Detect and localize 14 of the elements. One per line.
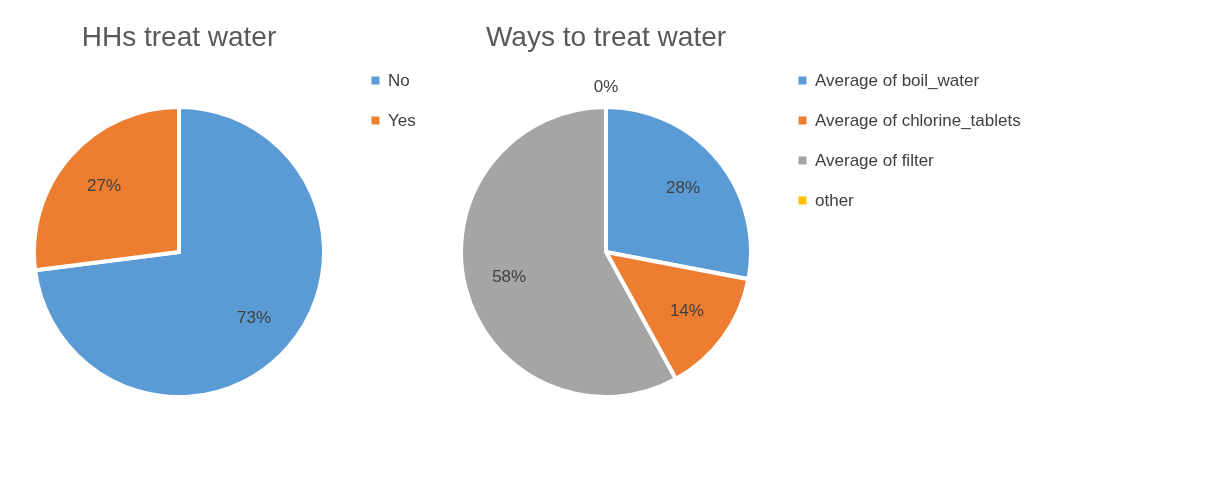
legend-label: Yes (388, 110, 416, 130)
data-label: 73% (237, 308, 272, 328)
legend-label: Average of chlorine_tablets (815, 110, 1021, 130)
data-label: 27% (86, 175, 121, 195)
legend-label: Average of filter (815, 150, 935, 170)
legend-label: other (815, 190, 855, 210)
legend-label: Average of boil_water (815, 70, 980, 90)
data-label: 14% (669, 300, 704, 320)
data-label: 58% (492, 266, 527, 286)
chart-title: Ways to treat water (485, 21, 727, 52)
chart-title: HHs treat water (81, 21, 277, 52)
text: 0% (593, 77, 619, 96)
legend-label: No (388, 70, 410, 90)
data-label: 28% (666, 178, 701, 198)
